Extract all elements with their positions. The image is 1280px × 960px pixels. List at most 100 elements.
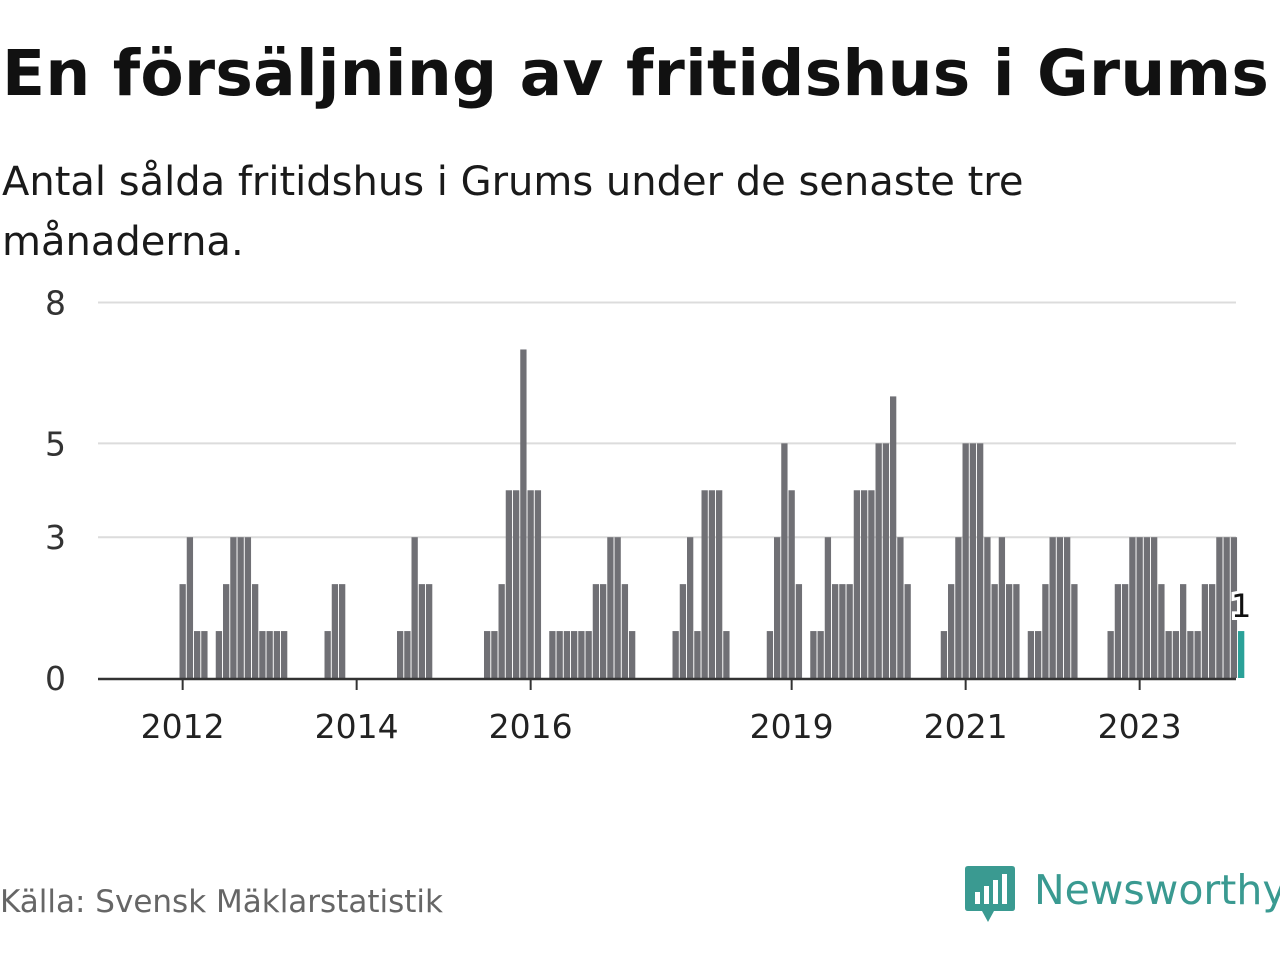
bar <box>339 584 346 678</box>
bar <box>404 631 411 678</box>
bar <box>194 631 201 678</box>
bar <box>962 443 969 678</box>
bar <box>1194 631 1201 678</box>
bar <box>817 631 824 678</box>
bar <box>237 537 244 678</box>
bar <box>766 631 774 678</box>
highlighted-bar <box>1238 631 1245 678</box>
x-tick-label: 2023 <box>1098 707 1182 746</box>
chart-title: En försäljning av fritidshus i Grums <box>2 37 1270 110</box>
bar <box>1216 537 1223 678</box>
bar <box>810 631 817 678</box>
chart-subtitle: Antal sålda fritidshus i Grums under de … <box>2 159 1024 265</box>
source-note: Källa: Svensk Mäklarstatistik <box>0 884 443 920</box>
bar <box>795 584 803 678</box>
bar <box>491 631 498 678</box>
x-tick-label: 2014 <box>315 707 399 746</box>
bar <box>708 490 716 678</box>
bar <box>252 584 259 678</box>
bar <box>179 584 186 678</box>
x-tick-label: 2021 <box>924 707 1008 746</box>
bar <box>824 537 832 678</box>
bar <box>621 584 629 678</box>
bar <box>1136 537 1143 678</box>
bar <box>520 349 527 678</box>
bar <box>534 490 542 678</box>
bar <box>281 631 288 678</box>
bar <box>1223 537 1230 678</box>
bar <box>1006 584 1013 678</box>
newsworthy-bar-chart-speech-icon <box>965 866 1015 922</box>
bar <box>1114 584 1122 678</box>
bar <box>977 443 984 678</box>
bar <box>614 537 621 678</box>
bar <box>230 537 237 678</box>
bar <box>890 396 897 678</box>
bar <box>694 631 701 678</box>
bar <box>940 631 948 678</box>
y-tick-label: 0 <box>45 659 66 698</box>
bar <box>1035 631 1042 678</box>
bar <box>1049 537 1056 678</box>
x-axis-ticks: 2012 2014 2016 2019 2021 2023 <box>141 680 1182 746</box>
bar <box>585 631 592 678</box>
bar <box>1209 584 1216 678</box>
bar <box>948 584 955 678</box>
bar <box>607 537 614 678</box>
y-axis-tick-labels: 0 3 5 8 <box>45 290 66 698</box>
bar <box>1143 537 1151 678</box>
y-tick-label: 5 <box>45 424 66 463</box>
bar <box>1064 537 1071 678</box>
bar <box>549 631 556 678</box>
bar <box>882 443 890 678</box>
bar <box>1187 631 1194 678</box>
bar <box>1027 631 1035 678</box>
x-tick-label: 2019 <box>750 707 834 746</box>
bar <box>324 631 331 678</box>
bar <box>1172 631 1180 678</box>
bar <box>716 490 723 678</box>
bar <box>984 537 991 678</box>
bar <box>505 490 513 678</box>
bar <box>904 584 911 678</box>
bar <box>215 631 223 678</box>
bar <box>592 584 600 678</box>
last-value-annotation: 1 <box>1228 584 1254 628</box>
bar <box>1129 537 1136 678</box>
brand-name: Newsworthy <box>1034 866 1280 914</box>
bar <box>1122 584 1129 678</box>
bar <box>1180 584 1187 678</box>
bar <box>861 490 868 678</box>
bar <box>1151 537 1158 678</box>
bar <box>788 490 795 678</box>
bar <box>672 631 679 678</box>
bar <box>1013 584 1020 678</box>
bar <box>1230 537 1238 678</box>
brand-logo[interactable]: Newsworthy <box>964 864 1280 928</box>
bar <box>273 631 281 678</box>
bar <box>839 584 846 678</box>
bar <box>846 584 853 678</box>
bar <box>701 490 708 678</box>
bar <box>1158 584 1165 678</box>
bar <box>484 631 491 678</box>
bar <box>1056 537 1064 678</box>
bar-chart: 0 3 5 8 2012 2014 2016 2019 2021 2023 1 <box>45 290 1254 746</box>
bar <box>266 631 273 678</box>
y-tick-label: 3 <box>45 518 66 557</box>
bar <box>1071 584 1078 678</box>
bar <box>563 631 571 678</box>
bar <box>600 584 607 678</box>
bar <box>201 631 208 678</box>
bar <box>259 631 266 678</box>
bar <box>571 631 578 678</box>
bar <box>513 490 520 678</box>
bar <box>1107 631 1114 678</box>
bar <box>723 631 730 678</box>
bar <box>875 443 882 678</box>
bar <box>397 631 404 678</box>
bar <box>186 537 194 678</box>
bar <box>1042 584 1049 678</box>
bar <box>1165 631 1172 678</box>
bar <box>897 537 904 678</box>
